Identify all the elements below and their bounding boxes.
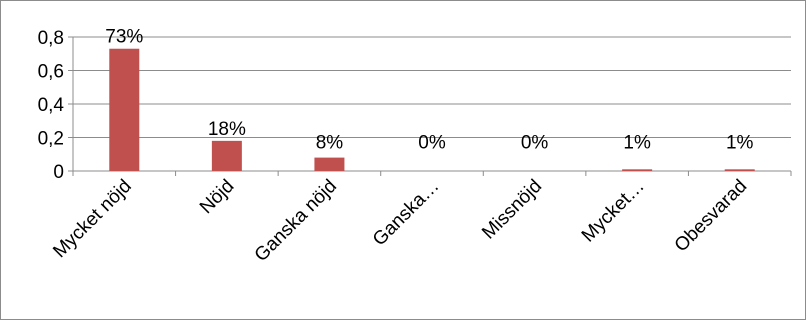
data-label: 0% [521, 132, 549, 153]
category-label: Mycket… [578, 176, 649, 247]
category-label: Ganska nöjd [251, 176, 341, 266]
data-label: 8% [316, 132, 344, 153]
y-tick-label: 0,2 [38, 129, 64, 150]
category-label: Nöjd [196, 176, 238, 218]
axes: 0 0,2 0,4 0,6 0,8 [38, 28, 792, 183]
bar [211, 140, 242, 171]
bar [724, 169, 755, 171]
data-label: 1% [726, 132, 754, 153]
y-tick-label: 0,8 [38, 28, 64, 49]
data-label: 0% [418, 132, 446, 153]
labels: 73% Mycket nöjd 18% Nöjd 8% Ganska nöjd 0% Gans… [49, 27, 753, 266]
category-label: Missnöjd [478, 176, 546, 244]
bar [109, 48, 140, 171]
category-label: Mycket nöjd [49, 176, 136, 263]
gridlines [73, 36, 791, 138]
data-label: 73% [105, 27, 143, 48]
y-tick-label: 0 [53, 162, 64, 183]
y-tick-label: 0,4 [38, 95, 65, 116]
data-label: 18% [208, 119, 246, 140]
category-label: Ganska… [369, 176, 444, 251]
y-tick-label: 0,6 [38, 62, 64, 83]
data-label: 1% [623, 132, 651, 153]
category-label: Obesvarad [671, 176, 752, 257]
bars [109, 48, 755, 171]
bar [314, 157, 345, 171]
bar [622, 169, 653, 171]
